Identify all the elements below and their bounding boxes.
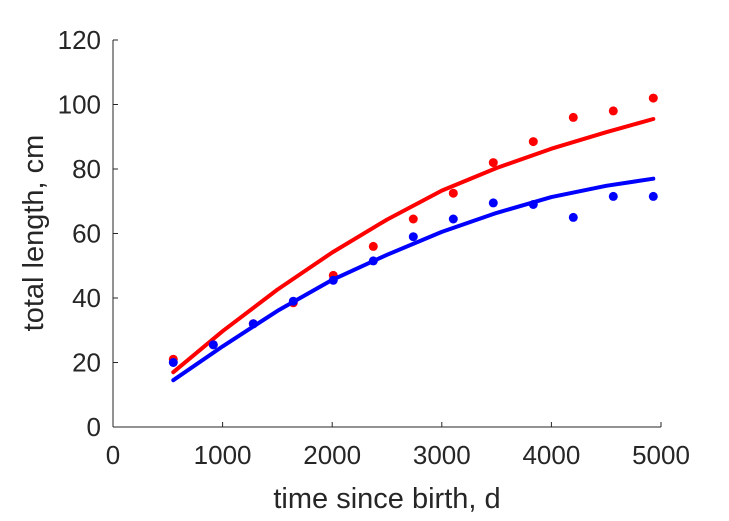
data-point-2 xyxy=(608,191,618,201)
x-tick-label: 2000 xyxy=(303,440,361,470)
x-tick-label: 5000 xyxy=(632,440,690,470)
data-point-2 xyxy=(208,340,218,350)
data-point-2 xyxy=(248,319,258,329)
data-point-2 xyxy=(568,212,578,222)
y-tick-label: 40 xyxy=(72,283,101,313)
data-point-2 xyxy=(408,232,418,242)
x-tick-label: 0 xyxy=(106,440,120,470)
y-axis: 0 20 40 60 80 100 120 xyxy=(58,25,118,442)
plot-area xyxy=(168,93,658,383)
data-point-2 xyxy=(448,214,458,224)
y-tick-label: 80 xyxy=(72,154,101,184)
data-point-2 xyxy=(648,191,658,201)
data-point-1 xyxy=(528,137,538,147)
y-tick-label: 0 xyxy=(87,412,101,442)
data-point-2 xyxy=(168,358,178,367)
fit-line-1 xyxy=(171,117,656,375)
y-tick-label: 20 xyxy=(72,348,101,378)
data-point-1 xyxy=(448,188,458,198)
y-axis-title: total length, cm xyxy=(18,135,50,332)
data-point-1 xyxy=(568,112,578,122)
y-tick-label: 100 xyxy=(58,90,101,120)
data-point-2 xyxy=(288,296,298,306)
data-point-1 xyxy=(648,93,658,103)
data-point-2 xyxy=(488,198,498,208)
data-point-2 xyxy=(528,200,538,209)
y-tick-label: 120 xyxy=(58,25,101,55)
data-point-2 xyxy=(328,275,338,285)
y-tick-label: 60 xyxy=(72,219,101,249)
x-tick-label: 1000 xyxy=(194,440,252,470)
data-point-1 xyxy=(368,241,378,251)
x-axis: 0 1000 2000 3000 4000 5000 xyxy=(106,422,690,470)
data-point-1 xyxy=(408,214,418,224)
x-tick-label: 4000 xyxy=(522,440,580,470)
data-point-1 xyxy=(488,158,498,168)
x-axis-title: time since birth, d xyxy=(273,483,500,515)
data-point-2 xyxy=(368,256,378,266)
fit-line-2 xyxy=(171,176,656,383)
data-point-1 xyxy=(608,106,618,116)
x-tick-label: 3000 xyxy=(413,440,471,470)
